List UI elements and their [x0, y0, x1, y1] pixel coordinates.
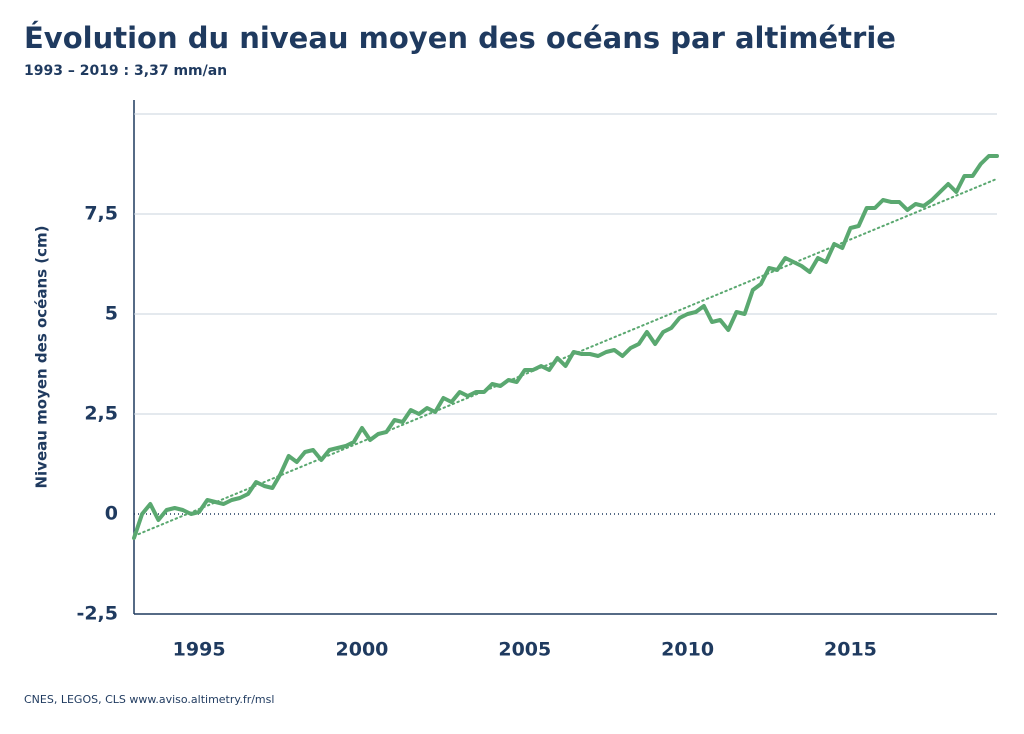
chart-subtitle: 1993 – 2019 : 3,37 mm/an [24, 63, 227, 79]
trend-line [133, 177, 998, 537]
y-axis-label: Niveau moyen des océans (cm) [33, 225, 51, 488]
source: CNES, LEGOS, CLS www.aviso.altimetry.fr/… [24, 693, 274, 706]
x-tick-label: 2000 [336, 639, 389, 661]
x-tick-label: 1995 [173, 639, 226, 661]
y-tick-label: -2,5 [76, 603, 118, 625]
y-tick-label: 2,5 [84, 403, 118, 425]
data-line [132, 154, 999, 540]
chart-title: Évolution du niveau moyen des océans par… [24, 21, 896, 55]
x-tick-label: 2005 [498, 639, 551, 661]
y-tick-label: 0 [105, 503, 118, 525]
y-tick-label: 7,5 [84, 203, 118, 225]
y-tick-label: 5 [105, 303, 118, 325]
x-tick-label: 2010 [661, 639, 714, 661]
x-tick-label: 2015 [824, 639, 877, 661]
